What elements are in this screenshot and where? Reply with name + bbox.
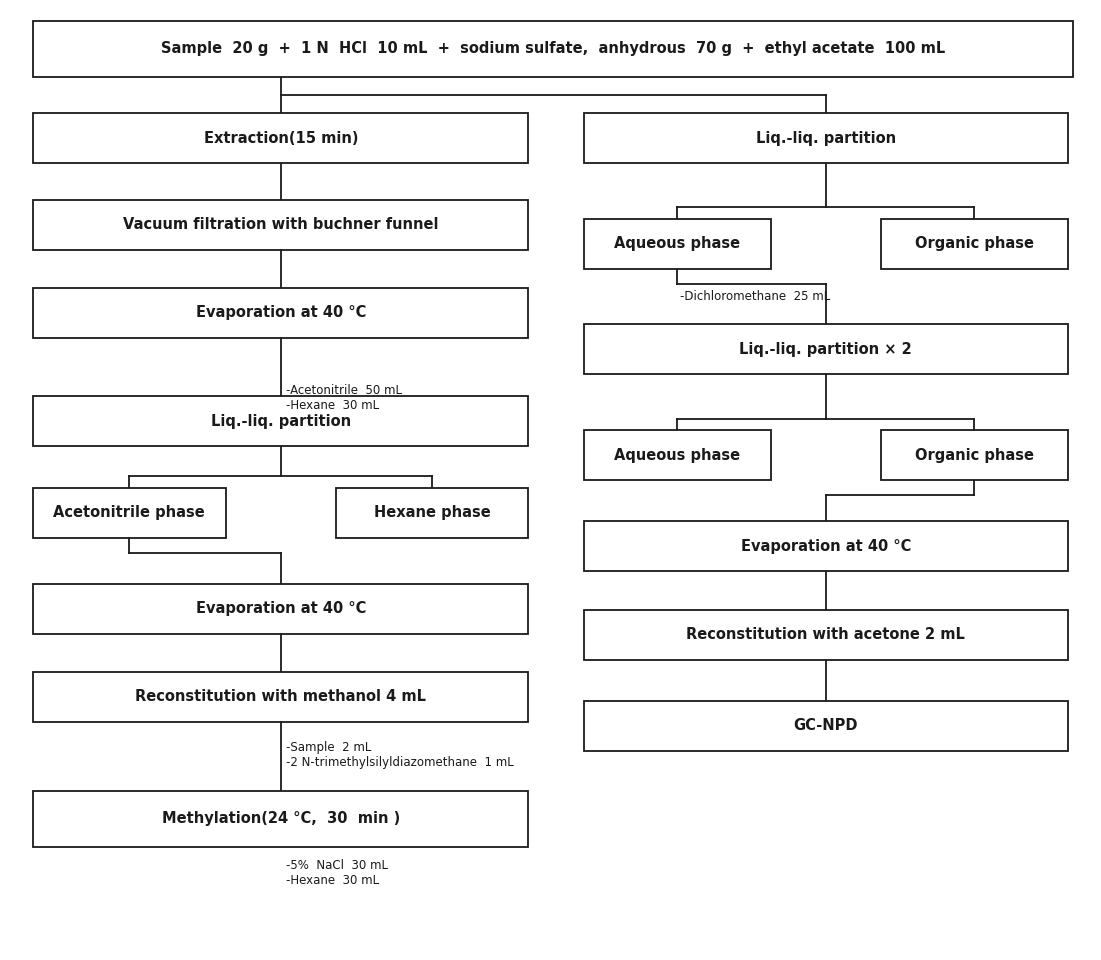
Text: -Acetonitrile  50 mL
-Hexane  30 mL: -Acetonitrile 50 mL -Hexane 30 mL — [286, 384, 402, 412]
Text: Sample  20 g  +  1 N  HCl  10 mL  +  sodium sulfate,  anhydrous  70 g  +  ethyl : Sample 20 g + 1 N HCl 10 mL + sodium sul… — [161, 41, 946, 57]
Text: Liq.-liq. partition: Liq.-liq. partition — [755, 131, 896, 146]
FancyBboxPatch shape — [584, 430, 771, 480]
FancyBboxPatch shape — [33, 584, 528, 634]
Text: Evaporation at 40 °C: Evaporation at 40 °C — [196, 305, 366, 321]
FancyBboxPatch shape — [881, 430, 1068, 480]
Text: GC-NPD: GC-NPD — [794, 718, 858, 733]
FancyBboxPatch shape — [33, 288, 528, 338]
FancyBboxPatch shape — [584, 610, 1068, 660]
Text: Evaporation at 40 °C: Evaporation at 40 °C — [741, 539, 911, 554]
Text: Organic phase: Organic phase — [915, 447, 1034, 463]
FancyBboxPatch shape — [584, 219, 771, 269]
FancyBboxPatch shape — [584, 113, 1068, 163]
Text: Acetonitrile phase: Acetonitrile phase — [54, 505, 205, 520]
Text: -Dichloromethane  25 mL: -Dichloromethane 25 mL — [680, 290, 830, 303]
Text: Evaporation at 40 °C: Evaporation at 40 °C — [196, 601, 366, 616]
Text: Reconstitution with acetone 2 mL: Reconstitution with acetone 2 mL — [686, 627, 966, 642]
Text: Hexane phase: Hexane phase — [373, 505, 491, 520]
Text: Extraction(15 min): Extraction(15 min) — [204, 131, 358, 146]
Text: Liq.-liq. partition: Liq.-liq. partition — [210, 414, 351, 429]
FancyBboxPatch shape — [33, 200, 528, 250]
Text: -5%  NaCl  30 mL
-Hexane  30 mL: -5% NaCl 30 mL -Hexane 30 mL — [286, 859, 389, 887]
FancyBboxPatch shape — [33, 21, 1073, 77]
FancyBboxPatch shape — [33, 113, 528, 163]
FancyBboxPatch shape — [336, 488, 528, 538]
FancyBboxPatch shape — [33, 672, 528, 722]
FancyBboxPatch shape — [33, 791, 528, 847]
Text: Methylation(24 °C,  30  min ): Methylation(24 °C, 30 min ) — [162, 811, 400, 827]
FancyBboxPatch shape — [584, 324, 1068, 374]
Text: Organic phase: Organic phase — [915, 236, 1034, 252]
Text: Aqueous phase: Aqueous phase — [614, 447, 740, 463]
FancyBboxPatch shape — [584, 521, 1068, 571]
Text: Reconstitution with methanol 4 mL: Reconstitution with methanol 4 mL — [135, 689, 426, 705]
FancyBboxPatch shape — [33, 488, 226, 538]
Text: Vacuum filtration with buchner funnel: Vacuum filtration with buchner funnel — [123, 217, 438, 232]
FancyBboxPatch shape — [33, 396, 528, 446]
FancyBboxPatch shape — [881, 219, 1068, 269]
FancyBboxPatch shape — [584, 701, 1068, 751]
Text: Liq.-liq. partition × 2: Liq.-liq. partition × 2 — [740, 342, 912, 357]
Text: Aqueous phase: Aqueous phase — [614, 236, 740, 252]
Text: -Sample  2 mL
-2 N-trimethylsilyldiazomethane  1 mL: -Sample 2 mL -2 N-trimethylsilyldiazomet… — [286, 741, 514, 769]
